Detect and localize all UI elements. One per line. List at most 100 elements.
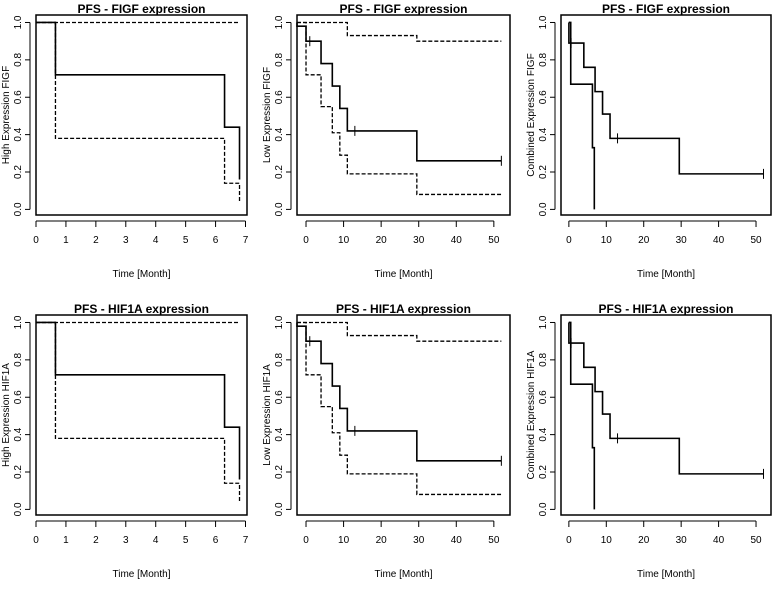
- y-tick-label: 1.0: [538, 315, 549, 329]
- km-panel-2: PFS - FIGF expression 0 10 20 30 40 50 Time [Mo…: [262, 2, 511, 280]
- x-tick-label: 0: [303, 235, 309, 246]
- x-tick-label: 40: [713, 535, 725, 546]
- x-tick-label: 20: [638, 235, 650, 246]
- y-tick-label: 0.2: [538, 165, 549, 179]
- plot-box: [296, 14, 511, 216]
- x-tick-label: 20: [638, 535, 650, 546]
- y-tick-label: 0.8: [538, 52, 549, 66]
- confidence-interval-line: [297, 21, 502, 42]
- y-tick-label: 1.0: [274, 315, 285, 329]
- confidence-interval-line: [297, 321, 502, 496]
- plot-box: [560, 14, 772, 216]
- plot-box: [35, 14, 248, 216]
- y-tick-label: 0.0: [538, 202, 549, 216]
- confidence-interval-line: [297, 321, 502, 342]
- y-tick-label: 0.8: [13, 352, 24, 366]
- x-tick-label: 50: [750, 535, 762, 546]
- x-tick-label: 6: [213, 235, 219, 246]
- y-tick-label: 0.8: [274, 52, 285, 66]
- x-tick-label: 0: [33, 535, 39, 546]
- km-panel-4: PFS - HIF1A expression 0 1 2 3 4 5 6 7 Time [Mont…: [1, 302, 249, 580]
- survival-curve: [568, 321, 596, 510]
- survival-curve: [568, 21, 596, 210]
- x-tick-label: 6: [213, 535, 219, 546]
- x-tick-label: 4: [153, 535, 159, 546]
- y-tick-label: 0.0: [13, 202, 24, 216]
- x-axis-label: Time [Month]: [375, 569, 433, 580]
- survival-curve: [568, 321, 764, 475]
- y-axis-label: High Expression FIGF: [1, 66, 12, 164]
- y-tick-label: 0.4: [538, 127, 549, 141]
- y-tick-label: 0.6: [538, 390, 549, 404]
- y-axis-label: Low Expression FIGF: [262, 67, 273, 163]
- x-tick-label: 20: [376, 535, 388, 546]
- survival-curve: [36, 321, 241, 480]
- x-axis-label: Time [Month]: [113, 269, 171, 280]
- x-tick-label: 0: [566, 235, 572, 246]
- survival-curve: [296, 22, 502, 162]
- x-tick-label: 30: [676, 235, 688, 246]
- x-tick-label: 40: [451, 535, 463, 546]
- confidence-interval-line: [36, 21, 241, 202]
- plot-box: [35, 314, 248, 516]
- x-tick-label: 3: [123, 535, 129, 546]
- km-panel-3: PFS - FIGF expression 0 10 20 30 40 50 Time [Mo…: [526, 2, 772, 280]
- y-tick-label: 0.0: [274, 202, 285, 216]
- x-tick-label: 5: [183, 535, 189, 546]
- y-tick-label: 0.0: [538, 502, 549, 516]
- y-axis-label: Combined Expression HIF1A: [526, 350, 537, 479]
- km-panel-6: PFS - HIF1A expression 0 10 20 30 40 50 Time [M…: [526, 302, 772, 580]
- chart-title: PFS - HIF1A expression: [599, 302, 734, 316]
- x-axis-label: Time [Month]: [637, 569, 695, 580]
- x-tick-label: 0: [303, 535, 309, 546]
- x-tick-label: 30: [413, 235, 425, 246]
- y-tick-label: 0.6: [274, 90, 285, 104]
- y-tick-label: 0.8: [538, 352, 549, 366]
- y-tick-label: 0.4: [274, 127, 285, 141]
- x-tick-label: 40: [713, 235, 725, 246]
- chart-title: PFS - HIF1A expression: [74, 302, 209, 316]
- x-tick-label: 7: [243, 235, 249, 246]
- x-axis-label: Time [Month]: [375, 269, 433, 280]
- km-panel-5: PFS - HIF1A expression 0 10 20 30 40 50 Time [M…: [262, 302, 511, 580]
- plot-box: [560, 314, 772, 516]
- y-tick-label: 0.2: [274, 465, 285, 479]
- x-tick-label: 30: [413, 535, 425, 546]
- km-panel-1: PFS - FIGF expression 0 1 2 3 4 5 6 7 Time [Month…: [1, 2, 249, 280]
- y-axis-label: Low Expression HIF1A: [262, 364, 273, 466]
- confidence-interval-line: [297, 21, 502, 196]
- x-tick-label: 1: [63, 535, 69, 546]
- x-axis-label: Time [Month]: [113, 569, 171, 580]
- y-tick-label: 1.0: [274, 15, 285, 29]
- x-tick-label: 0: [33, 235, 39, 246]
- x-tick-label: 2: [93, 235, 99, 246]
- confidence-interval-line: [36, 321, 241, 502]
- survival-curve: [36, 21, 241, 180]
- x-tick-label: 50: [488, 235, 500, 246]
- y-tick-label: 0.2: [538, 465, 549, 479]
- x-tick-label: 10: [338, 535, 350, 546]
- x-tick-label: 3: [123, 235, 129, 246]
- y-tick-label: 0.4: [13, 427, 24, 441]
- x-tick-label: 50: [750, 235, 762, 246]
- x-tick-label: 2: [93, 535, 99, 546]
- x-tick-label: 10: [601, 235, 613, 246]
- y-tick-label: 1.0: [13, 15, 24, 29]
- y-tick-label: 1.0: [13, 315, 24, 329]
- survival-curve: [296, 322, 502, 462]
- x-axis-label: Time [Month]: [637, 269, 695, 280]
- x-tick-label: 10: [601, 535, 613, 546]
- y-tick-label: 0.4: [274, 427, 285, 441]
- y-tick-label: 0.2: [13, 465, 24, 479]
- chart-title: PFS - FIGF expression: [77, 2, 205, 16]
- chart-title: PFS - HIF1A expression: [336, 302, 471, 316]
- x-tick-label: 40: [451, 235, 463, 246]
- y-axis-label: Combined Expression FIGF: [526, 53, 537, 176]
- y-tick-label: 0.6: [274, 390, 285, 404]
- y-tick-label: 0.0: [274, 502, 285, 516]
- y-tick-label: 0.2: [274, 165, 285, 179]
- survival-curve: [568, 21, 764, 175]
- y-tick-label: 0.8: [274, 352, 285, 366]
- x-tick-label: 20: [376, 235, 388, 246]
